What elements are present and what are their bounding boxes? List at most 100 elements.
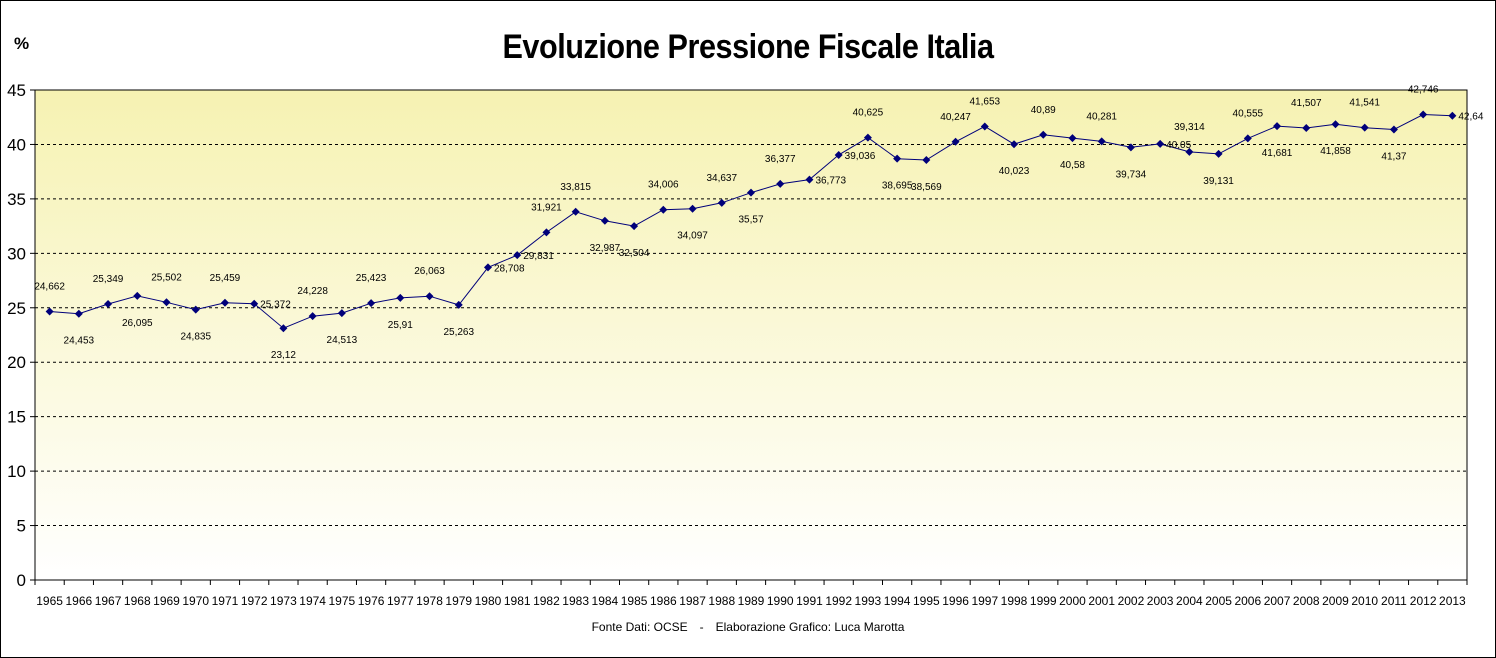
data-label: 39,734 bbox=[1116, 169, 1147, 180]
x-tick-label: 1990 bbox=[767, 594, 794, 608]
chart-footer: Fonte Dati: OCSE - Elaborazione Grafico: L… bbox=[0, 620, 1496, 634]
y-tick-label: 15 bbox=[7, 408, 26, 427]
data-point-marker bbox=[425, 292, 434, 301]
chart-title: Evoluzione Pressione Fiscale Italia bbox=[502, 28, 994, 66]
data-point-marker bbox=[776, 179, 785, 188]
x-tick-label: 1972 bbox=[241, 594, 268, 608]
data-label: 36,773 bbox=[815, 176, 846, 187]
data-label: 41,507 bbox=[1291, 98, 1322, 109]
data-point-marker bbox=[834, 150, 843, 159]
data-point-marker bbox=[1360, 123, 1369, 132]
data-point-marker bbox=[1156, 139, 1165, 148]
x-tick-label: 1989 bbox=[738, 594, 765, 608]
data-point-marker bbox=[1068, 134, 1077, 143]
data-point-marker bbox=[1419, 110, 1428, 119]
x-tick-label: 1970 bbox=[182, 594, 209, 608]
data-label: 32,987 bbox=[590, 243, 621, 254]
data-label: 25,91 bbox=[388, 320, 413, 331]
y-tick-label: 40 bbox=[7, 135, 26, 154]
data-point-marker bbox=[630, 222, 639, 231]
x-tick-label: 1997 bbox=[971, 594, 998, 608]
x-tick-label: 1982 bbox=[533, 594, 560, 608]
data-label: 39,131 bbox=[1203, 176, 1234, 187]
data-point-marker bbox=[1185, 147, 1194, 156]
data-label: 40,281 bbox=[1086, 111, 1117, 122]
y-tick-label: 20 bbox=[7, 353, 26, 372]
x-tick-label: 1976 bbox=[358, 594, 385, 608]
data-point-marker bbox=[688, 204, 697, 213]
data-point-marker bbox=[513, 251, 522, 260]
data-label: 24,228 bbox=[297, 286, 328, 297]
x-tick-label: 2000 bbox=[1059, 594, 1086, 608]
data-point-marker bbox=[1097, 137, 1106, 146]
data-label: 40,023 bbox=[999, 166, 1030, 177]
footer-separator: - bbox=[699, 620, 704, 634]
data-point-marker bbox=[863, 133, 872, 142]
data-label: 33,815 bbox=[560, 182, 591, 193]
data-label: 25,423 bbox=[356, 273, 387, 284]
y-axis-unit: % bbox=[14, 34, 30, 53]
y-tick-label: 30 bbox=[7, 244, 26, 263]
data-point-marker bbox=[191, 305, 200, 314]
data-label: 39,314 bbox=[1174, 122, 1205, 133]
x-tick-label: 1985 bbox=[621, 594, 648, 608]
data-label: 40,555 bbox=[1233, 108, 1264, 119]
data-point-marker bbox=[133, 291, 142, 300]
data-point-marker bbox=[279, 324, 288, 333]
data-label: 38,569 bbox=[911, 182, 942, 193]
y-tick-label: 0 bbox=[17, 571, 26, 590]
x-tick-label: 1980 bbox=[475, 594, 502, 608]
data-point-marker bbox=[980, 122, 989, 131]
data-label: 40,58 bbox=[1060, 160, 1085, 171]
data-label: 29,831 bbox=[523, 251, 554, 262]
data-label: 25,502 bbox=[151, 272, 182, 283]
data-point-marker bbox=[542, 228, 551, 237]
data-point-marker bbox=[454, 300, 463, 309]
data-label: 32,504 bbox=[619, 248, 650, 259]
data-point-marker bbox=[1331, 120, 1340, 129]
x-tick-label: 2007 bbox=[1264, 594, 1291, 608]
data-label: 36,377 bbox=[765, 154, 796, 165]
data-point-marker bbox=[747, 188, 755, 197]
x-tick-label: 1971 bbox=[212, 594, 239, 608]
x-tick-label: 1994 bbox=[884, 594, 911, 608]
x-tick-label: 1993 bbox=[855, 594, 882, 608]
y-tick-label: 45 bbox=[7, 81, 26, 100]
x-tick-label: 2009 bbox=[1322, 594, 1349, 608]
data-label: 41,858 bbox=[1320, 146, 1351, 157]
data-label: 24,662 bbox=[34, 281, 65, 292]
x-tick-label: 2003 bbox=[1147, 594, 1174, 608]
data-label: 23,12 bbox=[271, 350, 296, 361]
data-label: 41,681 bbox=[1262, 148, 1293, 159]
data-point-marker bbox=[1010, 140, 1019, 149]
x-tick-label: 1973 bbox=[270, 594, 297, 608]
x-tick-label: 1984 bbox=[592, 594, 619, 608]
data-label: 42,64 bbox=[1458, 112, 1483, 123]
data-label: 41,541 bbox=[1349, 98, 1380, 109]
data-label: 35,57 bbox=[738, 215, 763, 226]
data-point-marker bbox=[250, 299, 259, 308]
x-tick-label: 2001 bbox=[1088, 594, 1115, 608]
data-point-marker bbox=[893, 154, 902, 163]
data-label: 34,097 bbox=[677, 231, 708, 242]
data-point-marker bbox=[483, 263, 492, 272]
x-tick-label: 1998 bbox=[1001, 594, 1028, 608]
data-label: 38,695 bbox=[882, 181, 913, 192]
x-tick-label: 1977 bbox=[387, 594, 414, 608]
data-point-marker bbox=[45, 307, 54, 316]
x-tick-label: 2002 bbox=[1118, 594, 1145, 608]
data-point-marker bbox=[396, 293, 405, 302]
x-tick-label: 1966 bbox=[65, 594, 92, 608]
x-tick-label: 1999 bbox=[1030, 594, 1057, 608]
data-label: 39,036 bbox=[845, 151, 876, 162]
data-point-marker bbox=[220, 298, 229, 307]
data-label: 41,37 bbox=[1381, 152, 1406, 163]
x-tick-label: 1992 bbox=[825, 594, 852, 608]
data-label: 34,637 bbox=[706, 173, 737, 184]
x-tick-label: 2012 bbox=[1410, 594, 1437, 608]
data-point-marker bbox=[1273, 122, 1282, 131]
x-tick-label: 1967 bbox=[95, 594, 122, 608]
data-label: 24,835 bbox=[180, 332, 211, 343]
data-point-marker bbox=[659, 205, 668, 214]
